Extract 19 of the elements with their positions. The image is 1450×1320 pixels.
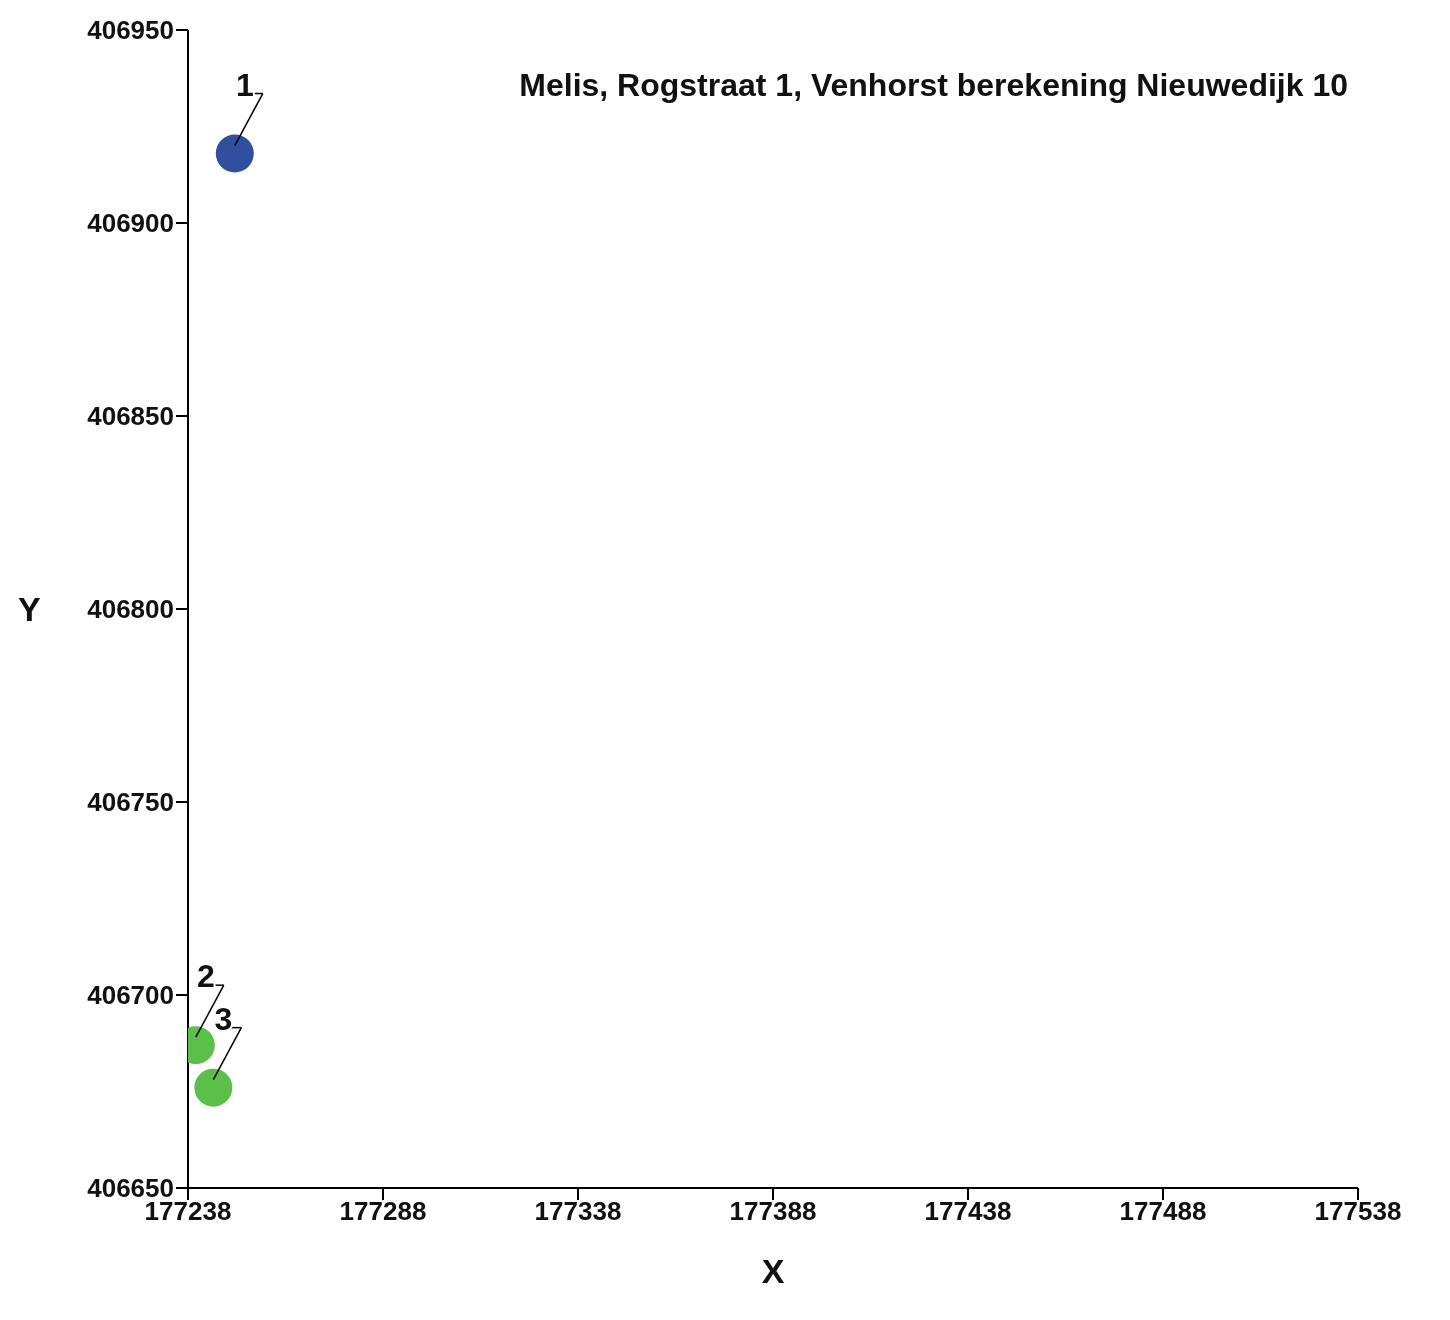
- x-tick-label: 177288: [339, 1196, 427, 1227]
- x-axis-title: X: [761, 1252, 785, 1290]
- annotation: 3: [214, 1000, 233, 1037]
- annotation: 1: [235, 66, 254, 103]
- annotation: 2: [196, 958, 215, 995]
- x-tick-label: 177438: [924, 1196, 1012, 1227]
- y-tick-label: 406750: [87, 787, 174, 818]
- y-tick-label: 406950: [87, 15, 174, 46]
- y-tick-label: 406900: [87, 208, 174, 239]
- x-tick-label: 177538: [1314, 1196, 1402, 1227]
- y-axis-title: Y: [18, 590, 41, 629]
- x-tick-label: 177488: [1119, 1196, 1207, 1227]
- y-tick-label: 406800: [87, 594, 174, 625]
- x-tick-label: 177238: [144, 1196, 232, 1227]
- y-tick-label: 406850: [87, 401, 174, 432]
- text: Melis, Rogstraat 1, Venhorst berekening Nieuwedijk 10: [519, 67, 1348, 103]
- y-tick-label: 406700: [87, 980, 174, 1011]
- x-tick-label: 177388: [729, 1196, 817, 1227]
- x-tick-label: 177338: [534, 1196, 622, 1227]
